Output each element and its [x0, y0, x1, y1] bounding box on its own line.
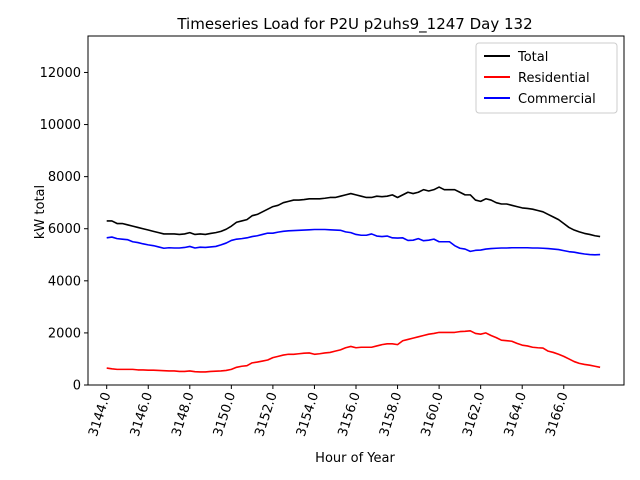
y-tick-label: 2000: [48, 326, 81, 341]
y-tick-label: 12000: [40, 66, 81, 81]
y-axis-title: kW total: [33, 185, 48, 239]
y-tick-label: 6000: [48, 222, 81, 237]
series-line-commercial: [106, 228, 601, 256]
legend: Total Residential Commercial: [475, 42, 618, 114]
y-tick-label: 8000: [48, 170, 81, 185]
y-axis: 0 2000 4000 6000 8000 10000 12000: [40, 66, 88, 394]
x-axis-title: Hour of Year: [315, 451, 395, 466]
legend-box: [475, 42, 618, 114]
y-tick-label: 4000: [48, 274, 81, 289]
legend-label-commercial: Commercial: [518, 92, 596, 107]
y-tick-label: 0: [73, 379, 81, 394]
series-line-residential: [106, 330, 601, 373]
legend-label-total: Total: [517, 50, 548, 65]
legend-label-residential: Residential: [518, 71, 590, 86]
series-line-total: [106, 186, 601, 238]
series-layer: [106, 186, 601, 373]
chart-title: Timeseries Load for P2U p2uhs9_1247 Day …: [176, 15, 532, 34]
y-tick-label: 10000: [40, 118, 81, 133]
